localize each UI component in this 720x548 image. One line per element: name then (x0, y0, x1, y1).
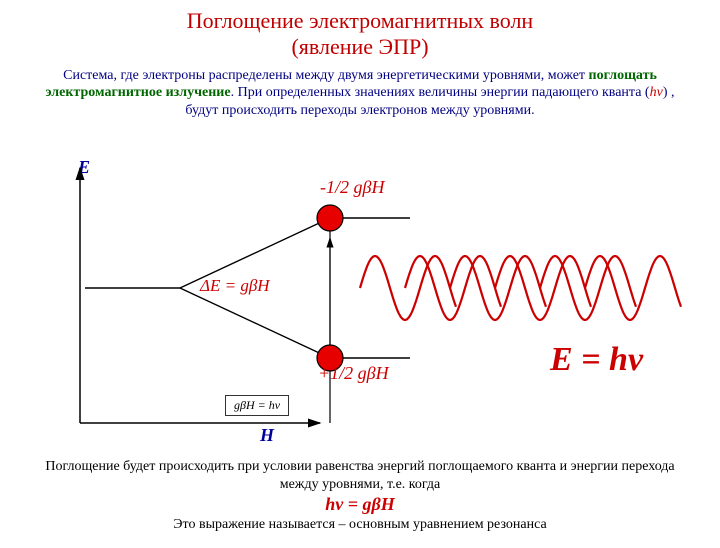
intro-p2: . При определенных значениях величины эн… (231, 85, 650, 100)
delta-e-label: ΔE = gβH (200, 276, 270, 296)
bottom-text: Поглощение будет происходить при условии… (40, 458, 680, 533)
gbh-equals-hv-box: gβH = hν (225, 395, 289, 416)
e-equals-hv: E = hν (550, 341, 643, 379)
intro-text: Система, где электроны распределены межд… (40, 67, 680, 120)
energy-diagram: E H -1/2 gβH +1/2 gβH ΔE = gβH gβH = hν … (30, 163, 690, 453)
resonance-equation: hν = gβH (325, 494, 394, 514)
bottom-line1: Поглощение будет происходить при условии… (45, 459, 674, 492)
title-line1: Поглощение электромагнитных волн (187, 8, 533, 33)
gbh-box-text: gβH = hν (234, 398, 280, 412)
intro-p1: Система, где электроны распределены межд… (63, 68, 588, 83)
intro-hv: hν (650, 85, 663, 100)
title-line2: (явление ЭПР) (291, 34, 428, 59)
diagram-svg (30, 163, 720, 453)
bottom-line2: Это выражение называется – основным урав… (173, 517, 546, 532)
page-title: Поглощение электромагнитных волн (явлени… (0, 8, 720, 61)
lower-level-label: +1/2 gβH (318, 363, 389, 384)
upper-level-label: -1/2 gβH (320, 177, 384, 198)
